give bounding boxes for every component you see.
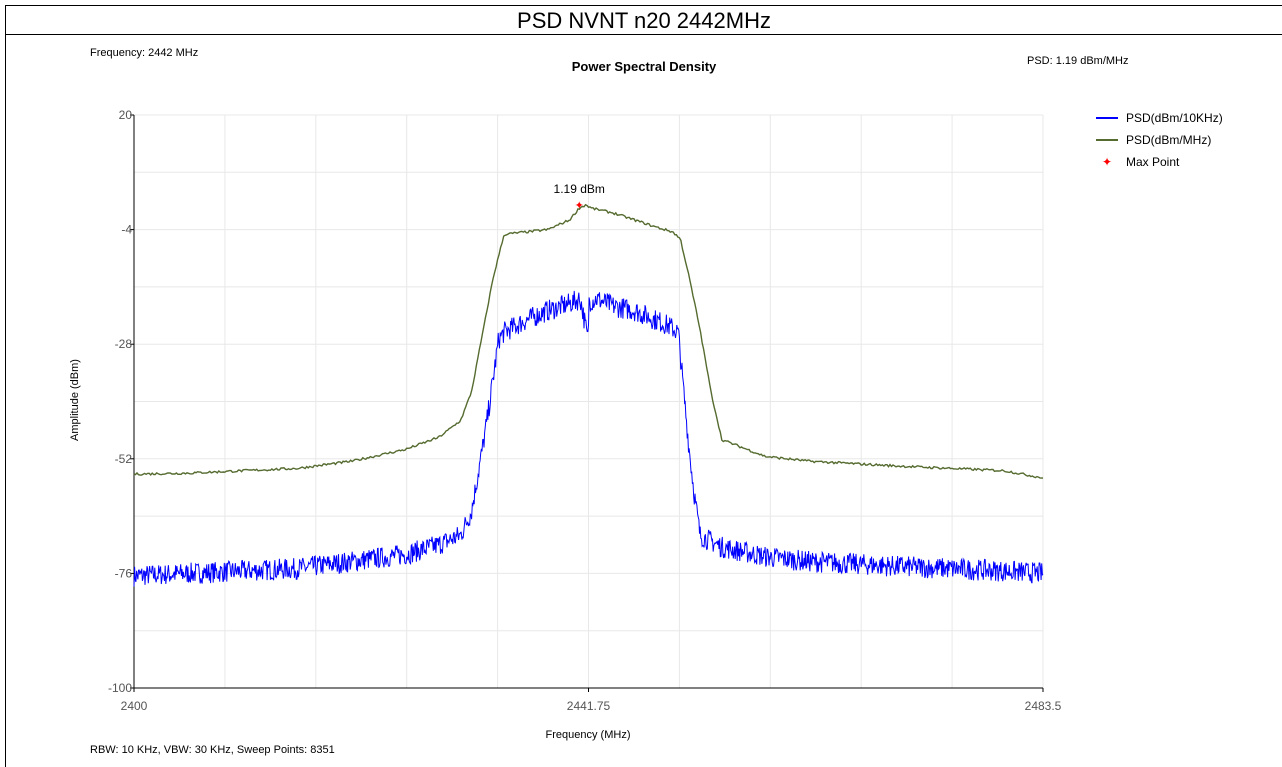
- grid: [133, 114, 1044, 689]
- y-tick-label: -76: [115, 566, 133, 580]
- series-line-psd-mhz: [133, 203, 1044, 479]
- y-tick-label: -52: [115, 452, 133, 466]
- x-axis-label: Frequency (MHz): [546, 729, 631, 741]
- max-point-star: ✦: [575, 200, 584, 212]
- y-tick-labels: 20 -4 -28 -52 -76 -100: [108, 108, 134, 695]
- x-tick-label: 2441.75: [567, 699, 611, 713]
- series-line-psd-10khz: [133, 290, 1044, 587]
- page-title: PSD NVNT n20 2442MHz: [6, 6, 1282, 35]
- y-tick-label: -28: [115, 337, 133, 351]
- chart-frame: PSD NVNT n20 2442MHz: [5, 5, 1282, 767]
- legend-swatch-max-point: ✦: [1102, 155, 1112, 169]
- max-point-marker: ✦ 1.19 dBm: [554, 182, 605, 212]
- psd-info: PSD: 1.19 dBm/MHz: [1027, 55, 1129, 67]
- x-tick-label: 2400: [121, 699, 148, 713]
- y-tick-label: -100: [108, 681, 132, 695]
- series: [133, 203, 1044, 587]
- settings-info: RBW: 10 KHz, VBW: 30 KHz, Sweep Points: …: [90, 744, 335, 756]
- chart-title: Power Spectral Density: [572, 59, 717, 74]
- legend: PSD(dBm/10KHz) PSD(dBm/MHz) ✦ Max Point: [1096, 111, 1223, 169]
- x-tick-label: 2483.5: [1025, 699, 1062, 713]
- y-axis-label: Amplitude (dBm): [69, 359, 81, 441]
- frequency-info: Frequency: 2442 MHz: [90, 47, 199, 59]
- legend-label-psd-10khz: PSD(dBm/10KHz): [1126, 111, 1223, 125]
- y-tick-label: 20: [119, 108, 133, 122]
- max-point-label: 1.19 dBm: [554, 182, 605, 196]
- y-tick-label: -4: [121, 223, 132, 237]
- legend-label-psd-mhz: PSD(dBm/MHz): [1126, 133, 1211, 147]
- legend-label-max-point: Max Point: [1126, 155, 1180, 169]
- x-tick-labels: 2400 2441.75 2483.5: [121, 688, 1062, 713]
